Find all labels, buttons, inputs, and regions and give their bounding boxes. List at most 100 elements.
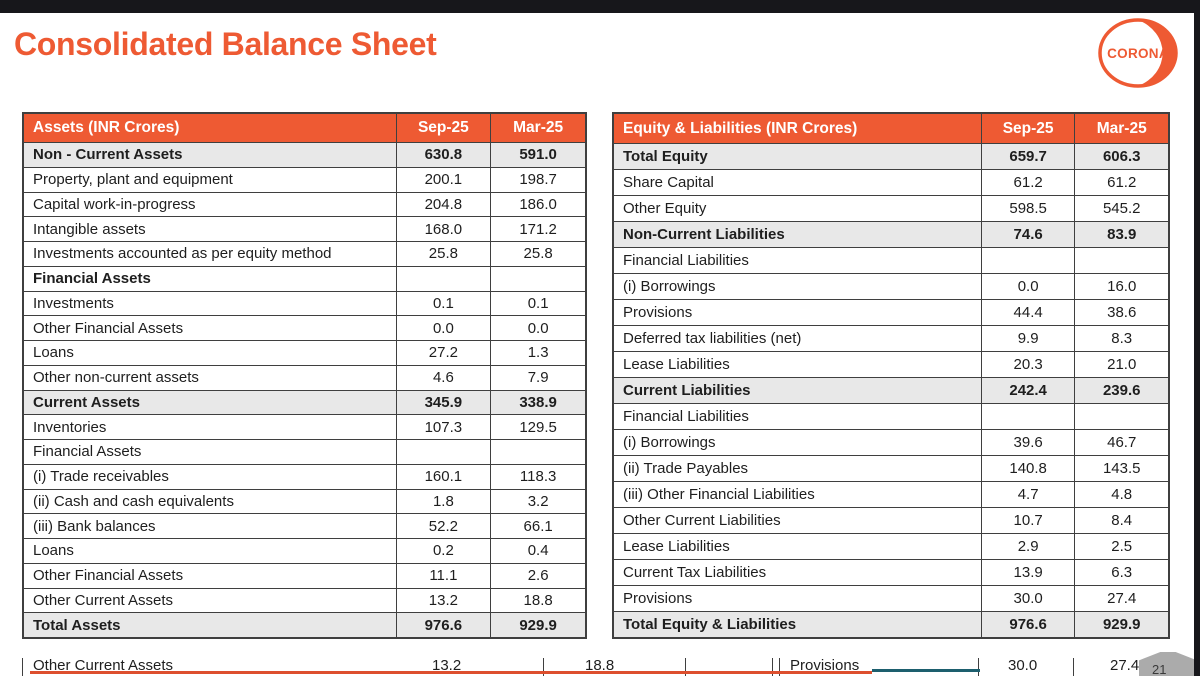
row-value-sep25: 168.0 <box>397 217 492 242</box>
row-label: (i) Borrowings <box>614 274 982 300</box>
logo-text: CORONA <box>1107 46 1169 61</box>
row-label: Investments accounted as per equity meth… <box>24 242 397 266</box>
table-row: (i) Trade receivables 160.1 118.3 <box>24 464 585 490</box>
table-row: Provisions 30.0 27.4 <box>614 585 1168 612</box>
cutoff-border-tick <box>543 658 544 676</box>
row-value-sep25: 4.6 <box>397 365 492 390</box>
row-value-sep25 <box>982 404 1076 430</box>
row-label: Financial Assets <box>24 440 397 464</box>
row-value-mar25: 8.3 <box>1111 330 1133 348</box>
row-value-sep25: 598.5 <box>982 196 1076 222</box>
table-row: Loans 27.2 1.3 <box>24 341 585 366</box>
row-label: Loans <box>24 341 397 365</box>
table-row: Current Liabilities 242.4 239.6 <box>614 378 1168 405</box>
row-label: Financial Liabilities <box>614 248 982 274</box>
scroll-up-arrow[interactable] <box>1139 652 1197 676</box>
row-label: Current Liabilities <box>614 378 982 404</box>
row-value-mar25: 38.6 <box>1107 304 1137 322</box>
table-row: Investments accounted as per equity meth… <box>24 242 585 267</box>
table-title-cell: Assets (INR Crores) <box>24 114 397 143</box>
row-label: Other non-current assets <box>24 365 397 390</box>
row-value-sep25: 44.4 <box>982 300 1076 326</box>
table-row: (ii) Cash and cash equivalents 1.8 3.2 <box>24 489 585 515</box>
row-value-sep25: 204.8 <box>397 192 492 217</box>
bottom-teal-rule <box>872 669 980 672</box>
row-value-mar25: 0.4 <box>527 542 549 560</box>
cutoff-right-value-2: 27.4 <box>1110 657 1140 674</box>
table-row: (i) Borrowings 0.0 16.0 <box>614 274 1168 301</box>
row-value-sep25: 242.4 <box>982 378 1076 404</box>
cutoff-border-tick <box>685 658 686 676</box>
row-value-mar25: 929.9 <box>519 616 557 634</box>
row-value-sep25: 52.2 <box>397 514 492 539</box>
table-row: Other non-current assets 4.6 7.9 <box>24 365 585 391</box>
equity-liabilities-table: Equity & Liabilities (INR Crores) Sep-25 M… <box>612 112 1170 639</box>
table-row: Inventories 107.3 129.5 <box>24 415 585 441</box>
row-label: Investments <box>24 291 397 316</box>
table-row: Total Equity 659.7 606.3 <box>614 144 1168 171</box>
row-value-sep25 <box>397 440 492 464</box>
row-label: Non - Current Assets <box>24 143 397 167</box>
right-black-bar <box>1194 0 1200 676</box>
logo-ring-brush <box>1138 20 1176 86</box>
row-label: Current Tax Liabilities <box>614 559 982 585</box>
table-row: Property, plant and equipment 200.1 198.7 <box>24 167 585 193</box>
row-value-sep25: 30.0 <box>982 585 1076 611</box>
row-value-mar25: 929.9 <box>1102 615 1141 633</box>
table-row: Intangible assets 168.0 171.2 <box>24 217 585 243</box>
row-label: Other Equity <box>614 196 982 222</box>
table-row: Loans 0.2 0.4 <box>24 539 585 564</box>
row-value-mar25: 18.8 <box>523 591 553 609</box>
row-value-sep25: 107.3 <box>397 415 492 440</box>
row-value-sep25: 4.7 <box>982 482 1076 508</box>
row-value-mar25: 2.6 <box>527 567 549 585</box>
row-label: Total Equity <box>614 144 982 170</box>
bottom-orange-rule <box>30 671 872 674</box>
row-label: Deferred tax liabilities (net) <box>614 326 982 352</box>
row-value-mar25: 21.0 <box>1107 356 1137 374</box>
cutoff-left-value-1: 13.2 <box>432 657 462 674</box>
cutoff-border-tick <box>22 658 23 676</box>
row-label: Provisions <box>614 300 982 326</box>
row-value-mar25: 8.4 <box>1111 512 1133 530</box>
row-label: (ii) Trade Payables <box>614 456 982 482</box>
row-value-mar25: 171.2 <box>519 220 557 238</box>
row-label: (i) Trade receivables <box>24 464 397 489</box>
row-value-sep25: 345.9 <box>397 390 492 415</box>
row-label: Inventories <box>24 415 397 440</box>
row-value-mar25: 129.5 <box>519 418 557 436</box>
table-row: Deferred tax liabilities (net) 9.9 8.3 <box>614 326 1168 353</box>
row-value-sep25 <box>397 266 492 291</box>
row-value-mar25: 25.8 <box>523 245 553 263</box>
row-label: Total Equity & Liabilities <box>614 611 982 637</box>
cutoff-border-tick <box>978 658 979 676</box>
row-value-mar25: 143.5 <box>1102 460 1141 478</box>
row-value-sep25: 976.6 <box>982 611 1076 637</box>
table-row: (iii) Bank balances 52.2 66.1 <box>24 514 585 540</box>
row-value-mar25: 6.3 <box>1111 563 1133 581</box>
table-row: (i) Borrowings 39.6 46.7 <box>614 430 1168 457</box>
table-row: Total Assets 976.6 929.9 <box>24 613 585 638</box>
row-value-mar25 <box>491 440 585 464</box>
row-value-sep25: 27.2 <box>397 341 492 365</box>
row-value-sep25: 25.8 <box>397 242 492 266</box>
row-value-sep25: 160.1 <box>397 464 492 489</box>
table-header-row: Assets (INR Crores) Sep-25 Mar-25 <box>24 114 585 144</box>
table-row: Lease Liabilities 2.9 2.5 <box>614 534 1168 560</box>
row-label: Total Assets <box>24 613 397 638</box>
row-value-mar25: 16.0 <box>1107 278 1137 296</box>
column-header-mar25: Mar-25 <box>513 119 564 137</box>
top-black-bar <box>0 0 1200 13</box>
table-row: Current Tax Liabilities 13.9 6.3 <box>614 559 1168 586</box>
row-label: (iii) Bank balances <box>24 514 397 539</box>
row-label: Current Assets <box>24 390 397 415</box>
page-number: 21 <box>1152 662 1167 676</box>
row-value-sep25: 659.7 <box>982 144 1076 170</box>
row-label: Share Capital <box>614 170 982 196</box>
row-value-mar25: 7.9 <box>527 369 549 387</box>
row-label: Other Current Liabilities <box>614 508 982 533</box>
column-header-sep25: Sep-25 <box>982 114 1076 144</box>
cutoff-right-value-1: 30.0 <box>1008 657 1038 674</box>
column-header-sep25: Sep-25 <box>397 114 492 143</box>
